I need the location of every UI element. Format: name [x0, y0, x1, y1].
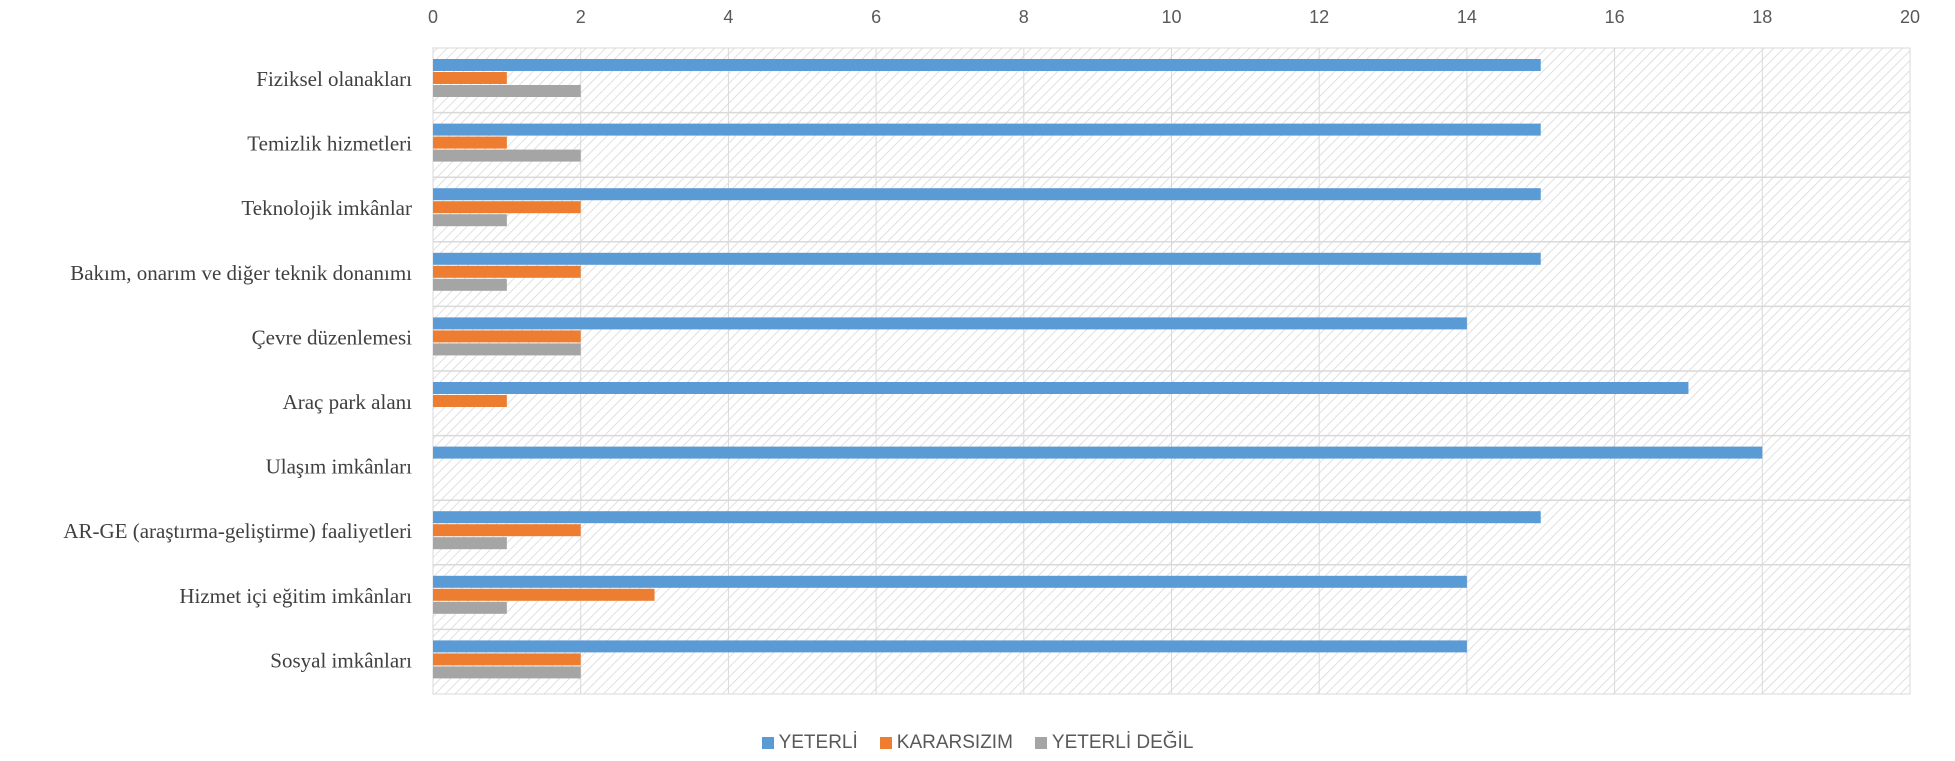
bar: [433, 317, 1467, 330]
bars: [433, 59, 1763, 679]
legend-swatch: [761, 737, 774, 749]
y-category-label: Hizmet içi eğitim imkânları: [179, 584, 412, 608]
bar: [433, 395, 507, 407]
x-axis-tick-labels: 0 2 4 6 8 10 12 14 16 18 20: [428, 7, 1920, 27]
bar: [433, 524, 581, 537]
x-tick-label: 18: [1752, 7, 1772, 27]
bar: [433, 136, 507, 149]
bar: [433, 201, 581, 214]
x-tick-label: 0: [428, 7, 438, 27]
legend-label: YETERLİ DEĞİL: [1051, 732, 1194, 753]
legend-swatch: [1034, 737, 1047, 749]
x-tick-label: 12: [1309, 7, 1329, 27]
y-category-label: Araç park alanı: [283, 390, 413, 414]
bar: [433, 537, 507, 550]
legend-item: YETERLİ: [761, 732, 858, 754]
bar: [433, 640, 1467, 653]
bar: [433, 123, 1541, 136]
legend: YETERLİ KARARSIZIM YETERLİ DEĞİL: [0, 732, 1955, 755]
bar: [433, 59, 1541, 71]
bar: [433, 214, 507, 227]
bar: [433, 588, 655, 601]
legend-label: KARARSIZIM: [896, 732, 1013, 753]
bar: [433, 382, 1689, 394]
legend-item: YETERLİ DEĞİL: [1034, 732, 1194, 754]
y-category-label: Temizlik hizmetleri: [247, 132, 412, 156]
bar: [433, 666, 581, 679]
y-category-label: Sosyal imkânları: [270, 648, 412, 672]
bar: [433, 343, 581, 356]
bar: [433, 188, 1541, 201]
x-tick-label: 14: [1457, 7, 1477, 27]
bar: [433, 511, 1541, 524]
category-separators: [433, 111, 1910, 631]
y-category-label: AR-GE (araştırma-geliştirme) faaliyetler…: [63, 519, 412, 543]
x-tick-label: 20: [1900, 7, 1920, 27]
y-category-label: Çevre düzenlemesi: [252, 325, 413, 349]
x-tick-label: 4: [723, 7, 733, 27]
x-tick-label: 16: [1605, 7, 1625, 27]
x-tick-label: 8: [1019, 7, 1029, 27]
bar: [433, 265, 581, 278]
bar: [433, 601, 507, 614]
legend-label: YETERLİ: [778, 732, 858, 753]
y-category-label: Bakım, onarım ve diğer teknik donanımı: [70, 261, 412, 285]
y-axis-category-labels: Fiziksel olanakları Temizlik hizmetleri Te…: [63, 67, 412, 672]
bar: [433, 575, 1467, 588]
bar: [433, 85, 581, 97]
bar: [433, 330, 581, 343]
y-category-label: Teknolojik imkânlar: [241, 196, 412, 220]
legend-swatch: [879, 737, 892, 749]
bar: [433, 72, 507, 84]
legend-item: KARARSIZIM: [879, 732, 1013, 754]
bar: [433, 252, 1541, 265]
y-category-label: Ulaşım imkânları: [266, 455, 413, 479]
x-tick-label: 2: [576, 7, 586, 27]
bar: [433, 278, 507, 291]
bar: [433, 149, 581, 162]
bar: [433, 653, 581, 666]
x-tick-label: 6: [871, 7, 881, 27]
bar: [433, 446, 1763, 459]
x-tick-label: 10: [1161, 7, 1181, 27]
y-category-label: Fiziksel olanakları: [256, 67, 412, 91]
